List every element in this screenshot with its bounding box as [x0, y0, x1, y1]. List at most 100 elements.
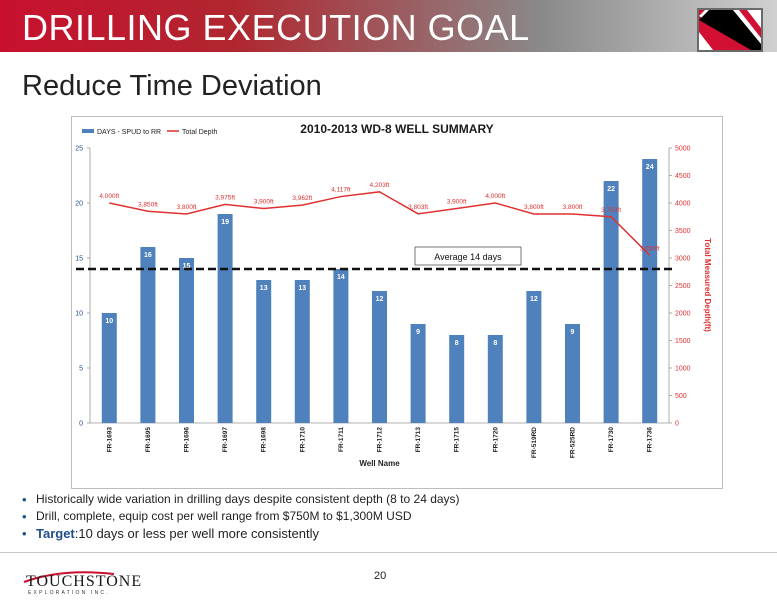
- touchstone-logo: TOUCHSTONE EXPLORATION INC.: [23, 571, 142, 596]
- bar: [487, 335, 503, 423]
- bar: [333, 269, 349, 423]
- x-tick-label: FR-1696: [184, 427, 191, 453]
- x-tick-label: FR-1710: [299, 427, 306, 453]
- y-tick-label-right: 3500: [675, 228, 691, 235]
- bar-value-label: 12: [530, 296, 538, 303]
- x-tick-label: FR-525RD: [570, 427, 577, 458]
- y-tick-label-right: 3000: [675, 256, 691, 263]
- legend-label-depth: Total Depth: [182, 129, 218, 136]
- x-tick-label: FR-1730: [608, 427, 615, 453]
- depth-series-line: [109, 191, 651, 256]
- bar-value-label: 24: [646, 164, 654, 171]
- depth-data-label: 3,975ft: [215, 194, 235, 201]
- depth-data-label: 3,050ft: [640, 245, 660, 252]
- x-tick-label: FR-1693: [106, 427, 113, 453]
- bar: [410, 324, 426, 423]
- well-summary-chart: 2010-2013 WD-8 WELL SUMMARY DAYS - SPUD t…: [53, 122, 712, 468]
- bar-value-label: 13: [260, 285, 268, 292]
- bullet-text: :10 days or less per well more consisten…: [74, 526, 319, 541]
- footer-divider: [0, 552, 777, 553]
- depth-data-label: 3,850ft: [138, 201, 158, 208]
- bar-value-label: 22: [607, 186, 615, 193]
- depth-data-label: 3,800ft: [563, 204, 583, 211]
- bar-value-label: 13: [298, 285, 306, 292]
- bar: [603, 181, 619, 423]
- x-tick-label: FR-1711: [338, 427, 345, 452]
- y-tick-label-right: 5000: [675, 146, 691, 153]
- x-tick-label: FR-1720: [492, 427, 499, 453]
- legend-label-days: DAYS - SPUD to RR: [97, 129, 161, 136]
- bullet-text: Drill, complete, equip cost per well ran…: [36, 509, 412, 523]
- bar: [140, 247, 156, 423]
- legend-swatch-days: [82, 129, 94, 133]
- logo-subtitle: EXPLORATION INC.: [28, 590, 110, 596]
- depth-data-label: 3,962ft: [292, 195, 312, 202]
- depth-data-label: 4,000ft: [99, 193, 119, 200]
- depth-data-label: 3,900ft: [447, 199, 467, 206]
- trinidad-flag-icon: [697, 8, 763, 52]
- y-axis-title-right: Total Measured Depth(ft): [703, 238, 712, 332]
- bar-value-label: 8: [455, 340, 459, 347]
- y-tick-label-right: 4500: [675, 173, 691, 180]
- bullet-item-target: Target:10 days or less per well more con…: [18, 526, 738, 541]
- y-tick-label-right: 0: [675, 421, 679, 428]
- bar: [101, 313, 117, 423]
- bar: [372, 291, 387, 423]
- average-label-box: [414, 246, 522, 266]
- target-label: Target: [36, 526, 75, 541]
- bar-value-label: 14: [337, 274, 345, 281]
- bullet-item: Historically wide variation in drilling …: [18, 492, 738, 507]
- y-tick-label-right: 1000: [675, 366, 691, 373]
- page-title: DRILLING EXECUTION GOAL: [22, 7, 530, 48]
- x-tick-label: FR-1736: [647, 427, 654, 453]
- chart-container: 2010-2013 WD-8 WELL SUMMARY DAYS - SPUD t…: [53, 116, 723, 489]
- bar: [217, 214, 233, 423]
- bar: [642, 159, 658, 423]
- page-subtitle: Reduce Time Deviation: [22, 70, 322, 102]
- depth-data-label: 4,203ft: [370, 182, 390, 189]
- x-tick-label: FR-519RD: [531, 427, 538, 458]
- x-tick-label: FR-1713: [415, 427, 422, 453]
- x-axis-title: Well Name: [359, 459, 400, 468]
- y-tick-label-right: 500: [675, 393, 687, 400]
- bar-value-label: 9: [416, 329, 420, 336]
- bar-value-label: 9: [571, 329, 575, 336]
- depth-data-label: 3,800ft: [524, 204, 544, 211]
- bar-value-label: 19: [221, 219, 229, 226]
- bar: [449, 335, 465, 423]
- y-tick-label-left: 10: [75, 311, 83, 318]
- y-tick-label-right: 2500: [675, 283, 691, 290]
- bar-value-label: 16: [144, 252, 152, 259]
- bar-value-label: 10: [105, 318, 113, 325]
- bar-value-label: 15: [183, 263, 191, 270]
- depth-data-label: 3,800ft: [177, 204, 197, 211]
- y-tick-label-left: 20: [75, 201, 83, 208]
- y-tick-label-right: 2000: [675, 311, 691, 318]
- x-tick-label: FR-1698: [261, 427, 268, 453]
- y-tick-label-right: 1500: [675, 338, 691, 345]
- y-tick-label-left: 25: [75, 146, 83, 153]
- y-tick-label-left: 5: [79, 366, 83, 373]
- x-tick-label: FR-1712: [377, 427, 384, 453]
- bar: [565, 324, 580, 423]
- flag-graphic: [699, 10, 761, 50]
- bullet-item: Drill, complete, equip cost per well ran…: [18, 509, 738, 524]
- x-tick-label: FR-1697: [222, 427, 229, 453]
- x-tick-label: FR-1695: [145, 427, 152, 453]
- bar: [256, 280, 272, 423]
- depth-data-label: 4,000ft: [485, 193, 505, 200]
- bar-value-label: 12: [376, 296, 384, 303]
- average-label: Average 14 days: [434, 252, 502, 262]
- logo-wordmark: TOUCHSTONE: [26, 573, 142, 590]
- page-number: 20: [374, 570, 387, 582]
- bar: [179, 258, 194, 423]
- bar: [294, 280, 310, 423]
- y-tick-label-left: 0: [79, 421, 83, 428]
- depth-data-label: 3,750ft: [601, 207, 621, 214]
- bar-value-label: 8: [493, 340, 497, 347]
- y-tick-label-right: 4000: [675, 201, 691, 208]
- bullet-list: Historically wide variation in drilling …: [18, 492, 738, 543]
- chart-title: 2010-2013 WD-8 WELL SUMMARY: [300, 122, 493, 136]
- bullet-text: Historically wide variation in drilling …: [36, 492, 460, 506]
- bar: [526, 291, 542, 423]
